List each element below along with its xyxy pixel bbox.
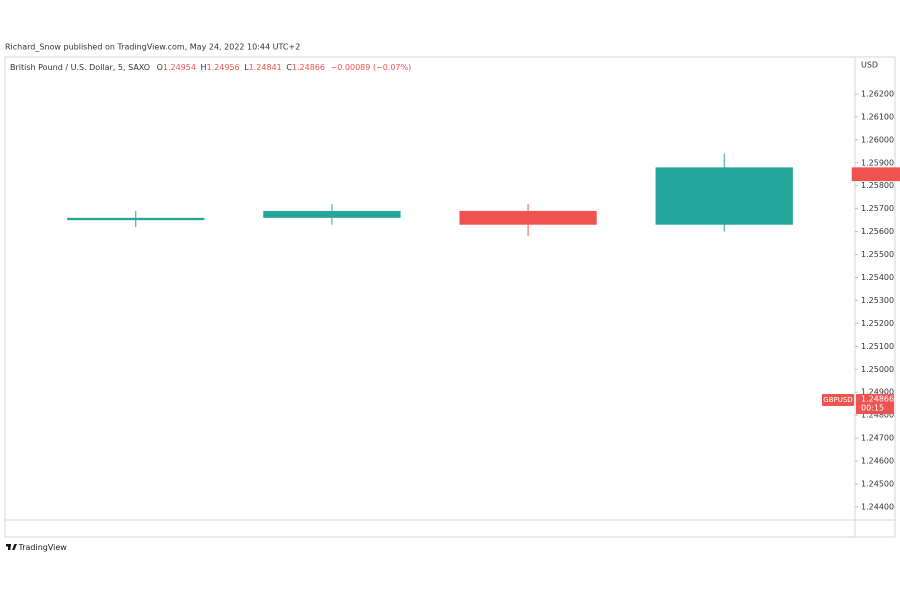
- y-tick-label: 1.25500: [861, 250, 894, 259]
- ohlc-value: 1.24841: [249, 63, 282, 72]
- publisher-line: Richard_Snow published on TradingView.co…: [5, 43, 300, 52]
- ohlc-value: 1.24956: [207, 63, 240, 72]
- ohlc-label: C: [286, 63, 292, 72]
- ohlc-label: H: [201, 63, 207, 72]
- ticker-name: GBPUSD: [823, 396, 852, 404]
- y-tick-label: 1.25200: [861, 319, 894, 328]
- y-tick-label: 1.24400: [861, 502, 894, 511]
- y-tick-label: 1.25000: [861, 365, 894, 374]
- price-tag-countdown: 00:15: [861, 404, 884, 413]
- y-tick-label: 1.26000: [861, 135, 894, 144]
- logo-slash: [12, 544, 17, 550]
- price-tag-value: 1.24866: [861, 395, 894, 404]
- ohlc-value: 1.24866: [292, 63, 325, 72]
- y-tick-label: 1.25700: [861, 204, 894, 213]
- ohlc-label: O: [157, 63, 163, 72]
- currency-label: USD: [861, 61, 878, 70]
- y-tick-label: 1.25600: [861, 227, 894, 236]
- y-tick-label: 1.24800: [861, 411, 894, 420]
- y-tick-label: 1.25300: [861, 296, 894, 305]
- price-tag: [856, 394, 894, 415]
- y-tick-label: 1.24900: [861, 388, 894, 397]
- y-tick-label: 1.26200: [861, 89, 894, 98]
- candle-body: [67, 217, 205, 221]
- candle-body: [459, 210, 597, 225]
- footer-brand: TradingView: [18, 543, 68, 552]
- y-tick-label: 1.25100: [861, 342, 894, 351]
- chart-frame: [4, 56, 896, 538]
- y-tick-label: 1.25900: [861, 158, 894, 167]
- legend: British Pound / U.S. Dollar, 5, SAXO O1.…: [10, 63, 411, 72]
- ohlc-value: 1.24954: [163, 63, 196, 72]
- y-tick-label: 1.26100: [861, 112, 894, 121]
- y-tick-label: 1.25800: [861, 181, 894, 190]
- ticker-tag: [822, 394, 854, 407]
- change: −0.00089 (−0.07%): [331, 63, 412, 72]
- logo-stem: [8, 544, 11, 550]
- candle-body: [851, 167, 900, 182]
- y-tick-label: 1.24500: [861, 479, 894, 488]
- candles: [67, 153, 900, 237]
- symbol-name: British Pound / U.S. Dollar, 5, SAXO: [10, 63, 150, 72]
- candle-body: [655, 167, 793, 225]
- y-tick-label: 1.24700: [861, 434, 894, 443]
- y-tick-label: 1.25400: [861, 273, 894, 282]
- ohlc-label: L: [244, 63, 249, 72]
- candle-body: [263, 210, 401, 218]
- y-tick-label: 1.24600: [861, 457, 894, 466]
- footer-logo: TradingView: [6, 543, 67, 552]
